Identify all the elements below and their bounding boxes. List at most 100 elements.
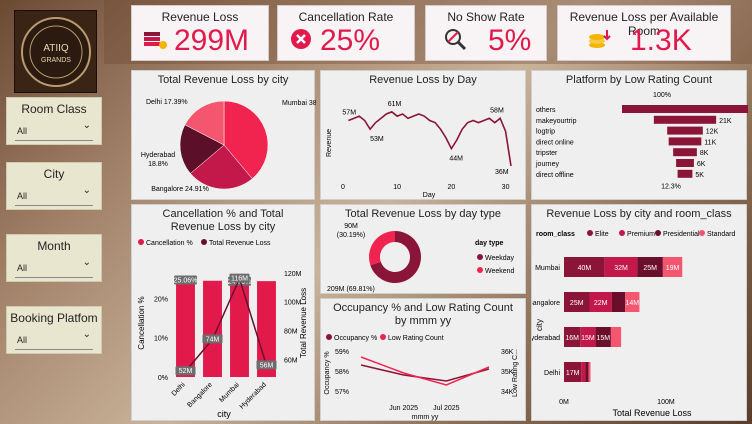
category-label: Delhi	[544, 370, 560, 377]
y-axis-label: Occupancy %	[324, 351, 331, 394]
donut-slice	[370, 231, 421, 283]
panel-occupancy-low-rating: Occupancy % and Low Rating Count by mmm …	[320, 298, 526, 421]
city-dropdown[interactable]: All ⌄	[15, 185, 93, 206]
dropdown-value: All	[17, 263, 28, 273]
filter-label: City	[43, 167, 65, 181]
legend-label: Premium	[627, 231, 655, 238]
legend-marker	[201, 239, 207, 245]
y2-tick-label: 35K	[501, 369, 514, 376]
chart-title: Total Revenue Loss by city	[157, 74, 289, 86]
x-tick-label: 100M	[657, 399, 675, 406]
legend-label: Weekday	[485, 255, 515, 262]
pie-slice	[190, 144, 253, 190]
funnel-bar	[673, 148, 697, 157]
data-label: 116M	[231, 276, 248, 283]
segment-label: 32M	[614, 265, 628, 272]
donut-slice	[369, 231, 395, 266]
legend-label: Standard	[707, 231, 736, 238]
category-label: tripster	[536, 150, 558, 157]
stack-segment	[595, 327, 611, 347]
legend-label: Elite	[595, 231, 609, 238]
series-line	[348, 110, 512, 167]
y-axis-label: Revenue	[326, 129, 333, 157]
chevron-down-icon[interactable]: ⌄	[82, 120, 91, 131]
stack-segment	[564, 327, 581, 347]
y2-axis-label: Low Rating C...	[512, 349, 519, 397]
stack-segment	[588, 362, 591, 382]
chart-title: Revenue Loss by city and room_class	[546, 208, 732, 220]
y-tick-label: 57%	[335, 389, 349, 396]
x-tick-label: 20	[447, 184, 455, 191]
stack-segment	[604, 257, 638, 277]
panel-revenue-loss-by-city: Total Revenue Loss by city Mumbai 38.9% B…	[131, 70, 316, 200]
stack-segment	[662, 257, 683, 277]
data-label: 74M	[206, 336, 220, 343]
booking-platform-dropdown[interactable]: All ⌄	[15, 329, 93, 350]
segment-label: 17M	[566, 370, 580, 377]
legend-marker	[380, 334, 386, 340]
y2-tick-label: 36K	[501, 349, 514, 356]
funnel-bar	[677, 169, 693, 178]
panel-revenue-loss-by-day: Revenue Loss by Day 57M 53M 61M 44M 58M 36M 0 1…	[320, 70, 526, 200]
stack-segment	[611, 292, 626, 312]
legend-title: room_class	[536, 231, 575, 238]
filter-city[interactable]: City All ⌄	[6, 162, 102, 210]
coins-icon	[589, 30, 611, 48]
category-label: others	[536, 107, 556, 114]
kpi-cancellation-rate: Cancellation Rate 25%	[277, 5, 415, 61]
bar	[257, 281, 276, 377]
segment-label: 25M	[643, 265, 657, 272]
filter-booking-platform[interactable]: Booking Platfom All ⌄	[6, 306, 102, 354]
data-label: 44M	[449, 156, 463, 163]
x-axis-label: mmm yy	[412, 414, 439, 421]
series-line	[360, 356, 490, 386]
kpi-revpar-loss: Revenue Loss per Available Room 1.3K	[557, 5, 731, 61]
room-class-stacked-chart: room_class Elite Premium Presidential Standa…	[532, 230, 736, 418]
stack-segment	[564, 257, 605, 277]
y-tick-label: 20%	[154, 296, 168, 303]
chevron-down-icon[interactable]: ⌄	[82, 185, 91, 196]
stack-segment	[585, 362, 589, 382]
kpi-value: 299M	[174, 24, 250, 57]
category-label: Hyderabad	[532, 335, 560, 342]
segment-label: 22M	[594, 300, 608, 307]
kpi-title: Revenue Loss	[161, 10, 239, 24]
day-type-donut-chart: 90M (30.19%) 209M (69.81%) day type Weekday W…	[327, 223, 515, 293]
legend-marker	[619, 230, 625, 236]
kpi-title: Cancellation Rate	[298, 10, 394, 24]
data-label-box	[175, 366, 196, 376]
chart-title: Occupancy % and Low Rating Count by mmm …	[333, 302, 513, 327]
y2-tick-label: 80M	[284, 329, 298, 336]
data-label: 53M	[370, 136, 384, 143]
slice-label: Hyderabad	[141, 152, 175, 159]
x-tick-label: Delhi	[171, 381, 188, 398]
segment-label: 19M	[666, 265, 680, 272]
city-pie-chart: Mumbai 38.9% Bangalore 24.91% Hyderabad 18.…	[141, 99, 316, 193]
filter-month[interactable]: Month All ⌄	[6, 234, 102, 282]
legend-marker	[326, 334, 332, 340]
category-label: Mumbai	[535, 265, 560, 272]
slice-percent: (30.19%)	[337, 232, 365, 239]
legend-marker	[477, 267, 483, 273]
data-label: 52M	[179, 368, 193, 375]
stack-segment	[564, 362, 582, 382]
platform-funnel-chart: 100% others makeyourtrip 21K logtrip 12K direc…	[535, 92, 748, 191]
filter-label: Room Class	[21, 102, 87, 116]
slice-label: Mumbai 38.9%	[282, 100, 316, 107]
slice-value: 18.8%	[148, 161, 168, 168]
slice-label: Delhi 17.39%	[146, 99, 188, 106]
segment-label: 14M	[625, 300, 639, 307]
data-label-box	[174, 275, 197, 285]
slice-value: 90M	[344, 223, 358, 230]
chart-title: Total Revenue Loss by day type	[345, 208, 501, 220]
segment-label: 25M	[570, 300, 584, 307]
chevron-down-icon[interactable]: ⌄	[82, 257, 91, 268]
month-dropdown[interactable]: All ⌄	[15, 257, 93, 278]
filter-room-class[interactable]: Room Class All ⌄	[6, 97, 102, 145]
y-tick-label: 59%	[335, 349, 349, 356]
legend-label: Low Rating Count	[388, 335, 444, 342]
room-class-dropdown[interactable]: All ⌄	[15, 120, 93, 141]
chevron-down-icon[interactable]: ⌄	[82, 329, 91, 340]
category-label: makeyourtrip	[536, 118, 577, 125]
legend-title: day type	[475, 240, 504, 247]
